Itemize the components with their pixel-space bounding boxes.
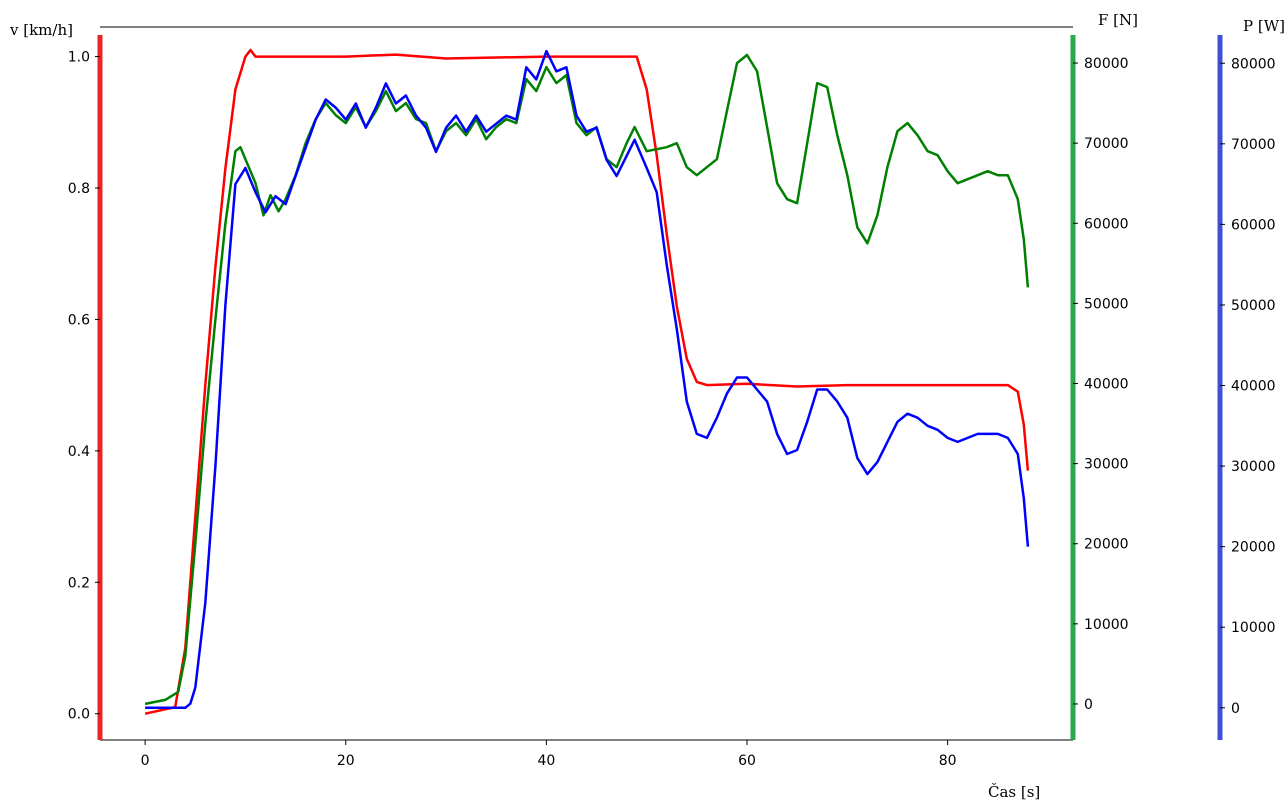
f-tick-label: 60000 [1084, 216, 1129, 232]
p-tick-label: 80000 [1231, 56, 1276, 72]
p-tick-label: 70000 [1231, 137, 1276, 153]
x-tick-label: 80 [939, 753, 957, 769]
x-tick-label: 40 [537, 753, 555, 769]
v-tick-label: 0.6 [68, 312, 90, 328]
x-axis: 0 20 40 60 80 [141, 740, 957, 769]
x-tick-label: 60 [738, 753, 756, 769]
v-tick-label: 0.4 [68, 444, 90, 460]
f-axis-title: F [N] [1098, 11, 1138, 29]
x-axis-title: Čas [s] [988, 783, 1040, 801]
p-tick-label: 0 [1231, 701, 1240, 717]
f-tick-label: 0 [1084, 697, 1093, 713]
v-tick-label: 0.0 [68, 707, 90, 723]
p-axis-title: P [W] [1243, 17, 1285, 35]
force-line [144, 53, 1030, 706]
y-axes: 0.0 0.2 0.4 0.6 0.8 1.0 0 10000 20000 30000 40000 5… [68, 50, 1276, 723]
f-tick-label: 50000 [1084, 296, 1129, 312]
p-tick-label: 10000 [1231, 620, 1276, 636]
v-axis-title: v [km/h] [9, 21, 73, 39]
p-tick-label: 30000 [1231, 459, 1276, 475]
f-tick-label: 80000 [1084, 56, 1129, 72]
p-tick-label: 20000 [1231, 540, 1276, 556]
f-tick-label: 10000 [1084, 617, 1129, 633]
series-layer [144, 48, 1030, 715]
v-tick-label: 0.8 [68, 181, 90, 197]
f-tick-label: 40000 [1084, 377, 1129, 393]
power-line [145, 49, 1030, 710]
f-tick-label: 30000 [1084, 457, 1129, 473]
speed-line [144, 48, 1030, 715]
x-tick-label: 20 [337, 753, 355, 769]
x-tick-label: 0 [141, 753, 150, 769]
v-tick-label: 0.2 [68, 575, 90, 591]
p-tick-label: 60000 [1231, 217, 1276, 233]
p-tick-label: 40000 [1231, 379, 1276, 395]
v-tick-label: 1.0 [68, 50, 90, 66]
f-tick-label: 20000 [1084, 537, 1129, 553]
f-tick-label: 70000 [1084, 136, 1129, 152]
p-tick-label: 50000 [1231, 298, 1276, 314]
